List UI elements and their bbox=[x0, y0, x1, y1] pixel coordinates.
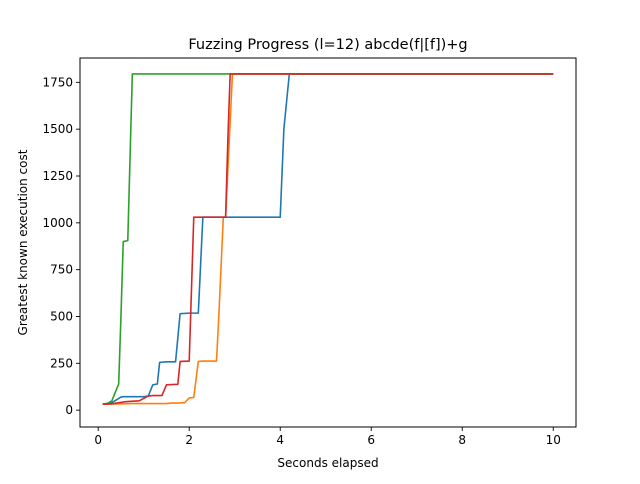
x-axis-label: Seconds elapsed bbox=[277, 456, 378, 470]
series-layer bbox=[102, 73, 554, 405]
y-tick-label: 1750 bbox=[42, 75, 73, 89]
y-axis-label: Greatest known execution cost bbox=[16, 149, 30, 335]
y-tick-label: 1500 bbox=[42, 122, 73, 136]
x-tick-label: 2 bbox=[185, 433, 193, 447]
y-tick-label: 0 bbox=[65, 403, 73, 417]
y-tick-label: 250 bbox=[50, 356, 73, 370]
x-tick-label: 0 bbox=[94, 433, 102, 447]
axes-frame bbox=[79, 57, 577, 428]
x-tick-label: 6 bbox=[367, 433, 375, 447]
x-tick-label: 4 bbox=[276, 433, 284, 447]
y-axis-ticks: 0 250 500 750 1000 1250 1500 1750 bbox=[42, 75, 80, 417]
series-line-3 bbox=[102, 73, 554, 405]
y-tick-label: 500 bbox=[50, 309, 73, 323]
series-line-1 bbox=[102, 73, 554, 405]
y-tick-label: 1250 bbox=[42, 169, 73, 183]
y-tick-label: 1000 bbox=[42, 216, 73, 230]
series-line-4 bbox=[102, 73, 554, 405]
x-tick-label: 8 bbox=[458, 433, 466, 447]
x-tick-label: 10 bbox=[546, 433, 561, 447]
y-tick-label: 750 bbox=[50, 263, 73, 277]
x-axis-ticks: 0 2 4 6 8 10 bbox=[94, 427, 561, 447]
chart-title: Fuzzing Progress (l=12) abcde(f|[f])+g bbox=[188, 37, 467, 53]
